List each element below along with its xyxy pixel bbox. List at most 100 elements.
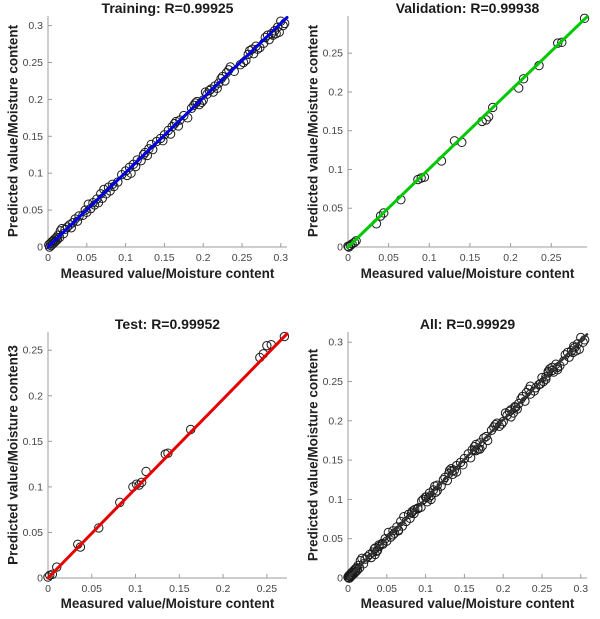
x-tick-label: 0.2 [216, 583, 231, 595]
scatter-point [531, 383, 541, 393]
scatter-point [424, 493, 434, 503]
scatter-point [449, 465, 460, 476]
y-tick-label: 0.15 [23, 131, 44, 143]
scatter-point [525, 389, 536, 399]
scatter-point [49, 237, 59, 248]
x-tick-label: 0.05 [378, 252, 399, 264]
scatter-point [52, 234, 63, 245]
scatter-point [418, 494, 428, 505]
x-tick-label: 0 [345, 583, 351, 595]
y-tick-label: 0.1 [28, 481, 43, 493]
scatter-point [52, 562, 62, 572]
scatter-point [262, 340, 272, 351]
scatter-point [369, 544, 380, 554]
scatter-point [349, 237, 360, 248]
scatter-point [579, 13, 590, 24]
x-tick-label: 0.15 [169, 583, 190, 595]
scatter-point [380, 534, 390, 544]
y-tick-label: 0.15 [23, 436, 44, 448]
all-plot-canvas: 0 0.05 0.1 0.15 0.2 0.25 0.3 0 0.05 0.1 0.15 0.2 0.2… [323, 332, 590, 595]
scatter-point [351, 236, 361, 246]
training-plot-canvas: 0 0.05 0.1 0.15 0.2 0.25 0.3 0 0.05 0.1 0.15 0.2 0.2… [23, 15, 290, 264]
scatter-point [47, 569, 58, 580]
x-tick-label: 0.25 [232, 252, 253, 264]
scatter-point [379, 208, 389, 218]
y-tick-label: 0.3 [328, 337, 343, 349]
subplot-test: 0 0.05 0.1 0.15 0.2 0.25 0 0.05 0.1 0.15 0.2 0.25 T… [0, 310, 300, 619]
scatter-point [547, 365, 557, 376]
test-plot-canvas: 0 0.05 0.1 0.15 0.2 0.25 0 0.05 0.1 0.15 0.2 0.25 [23, 331, 290, 595]
scatter-point [107, 179, 118, 189]
y-tick-label: 0.25 [23, 57, 44, 69]
scatter-point [134, 480, 144, 490]
x-tick-label: 0.25 [541, 252, 562, 264]
test-ylabel: Predicted value/Moisture content3 [5, 345, 21, 565]
scatter-point [407, 506, 418, 516]
scatter-point [136, 477, 147, 488]
scatter-point [574, 344, 584, 354]
scatter-point [416, 173, 426, 183]
scatter-point [344, 242, 354, 252]
scatter-point [377, 538, 387, 549]
x-tick-label: 0.25 [257, 583, 278, 595]
x-tick-label: 0.15 [454, 583, 475, 595]
scatter-point [541, 372, 551, 382]
scatter-point [144, 144, 154, 154]
training-ylabel: Predicted value/Moisture content [5, 24, 21, 238]
x-tick-label: 0 [45, 252, 51, 264]
all-ylabel: Predicted value/Moisture content [305, 348, 321, 562]
fit-line [346, 333, 589, 580]
scatter-point [553, 38, 563, 48]
x-tick-label: 0.05 [82, 583, 103, 595]
scatter-point [569, 341, 579, 351]
x-tick-label: 0.2 [496, 583, 511, 595]
subplot-validation: 0 0.05 0.1 0.15 0.2 0.25 0 0.05 0.1 0.15 0.2 0.25 V… [300, 0, 600, 310]
y-tick-label: 0.25 [23, 345, 44, 357]
scatter-point [80, 205, 90, 215]
training-title: Training: R=0.99925 [101, 0, 234, 16]
scatter-point [352, 565, 363, 575]
scatter-point [374, 541, 384, 552]
x-tick-label: 0.1 [118, 252, 133, 264]
scatter-point [481, 431, 491, 442]
scatter-point [406, 508, 417, 518]
fit-line [46, 332, 289, 580]
y-tick-label: 0 [337, 242, 343, 254]
y-tick-label: 0.05 [323, 203, 344, 215]
test-title: Test: R=0.99952 [114, 316, 221, 332]
y-tick-label: 0.15 [323, 455, 344, 467]
validation-xlabel: Measured value/Moisture content [360, 266, 575, 281]
x-tick-label: 0 [345, 252, 351, 264]
x-tick-label: 0.3 [273, 252, 288, 264]
test-xlabel: Measured value/Moisture content [60, 596, 275, 611]
all-title: All: R=0.99929 [419, 316, 516, 332]
scatter-point [375, 211, 386, 221]
y-tick-label: 0.25 [323, 48, 344, 60]
scatter-point [74, 211, 84, 221]
x-tick-label: 0 [45, 583, 51, 595]
x-tick-label: 0.15 [460, 252, 481, 264]
x-tick-label: 0.05 [377, 583, 398, 595]
y-tick-label: 0 [337, 573, 343, 585]
scatter-point [488, 102, 498, 113]
scatter-point [518, 74, 529, 84]
subplot-all: 0 0.05 0.1 0.15 0.2 0.25 0.3 0 0.05 0.1 0.15 0.2 0.2… [300, 310, 600, 619]
validation-ylabel: Predicted value/Moisture content [305, 24, 321, 238]
x-tick-label: 0.05 [77, 252, 98, 264]
x-tick-label: 0.1 [128, 583, 143, 595]
scatter-point [132, 155, 142, 165]
y-tick-label: 0.2 [328, 415, 343, 427]
y-tick-label: 0.25 [323, 376, 344, 388]
y-tick-label: 0.2 [28, 390, 43, 402]
fit-line [46, 15, 289, 249]
scatter-point [358, 559, 369, 569]
y-tick-label: 0.3 [28, 20, 43, 32]
fit-line [346, 15, 589, 249]
scatter-point [279, 331, 290, 342]
validation-plot-canvas: 0 0.05 0.1 0.15 0.2 0.25 0 0.05 0.1 0.15 0.2 0.25 [323, 13, 590, 264]
y-tick-label: 0.1 [328, 494, 343, 506]
scatter-point [426, 490, 436, 501]
scatter-point [557, 37, 567, 48]
y-tick-label: 0 [37, 242, 43, 254]
